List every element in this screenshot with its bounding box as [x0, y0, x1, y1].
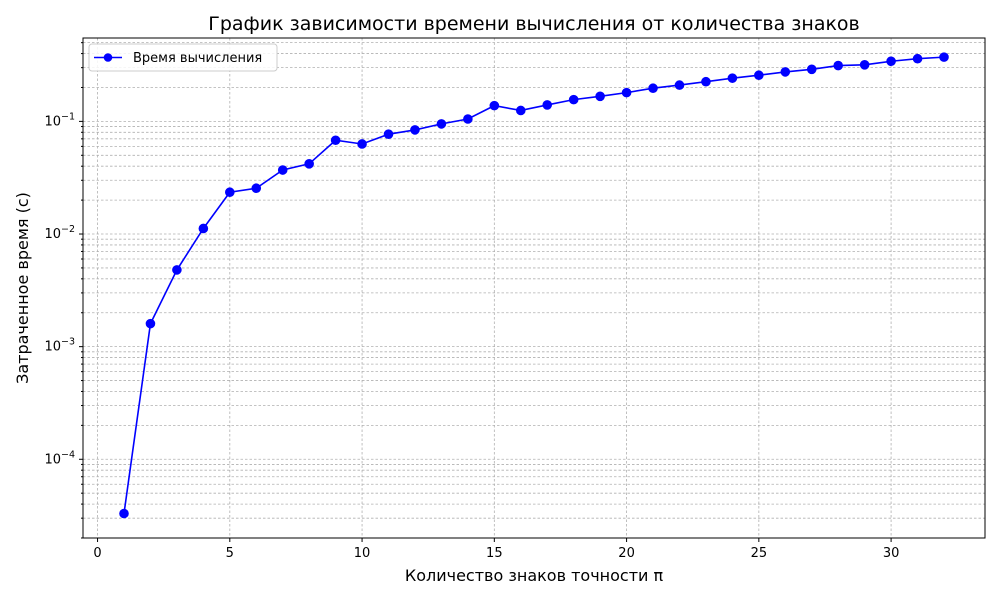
- data-point: [463, 114, 473, 124]
- x-tick-label: 5: [226, 546, 234, 561]
- data-point: [806, 64, 817, 75]
- y-axis: 10−4 10−3 10−2 10−1: [44, 42, 83, 539]
- data-point: [648, 83, 658, 94]
- data-point: [277, 165, 288, 175]
- data-point: [859, 59, 870, 70]
- x-axis: 0 5 10 15 20 25 30: [93, 538, 899, 561]
- y-tick-label: 10−3: [44, 337, 75, 355]
- data-point: [145, 318, 156, 329]
- y-tick-label: 10−2: [44, 224, 75, 242]
- data-point: [674, 80, 685, 90]
- data-point: [515, 105, 526, 116]
- data-point: [330, 135, 341, 146]
- data-point: [542, 100, 553, 110]
- data-point: [436, 119, 447, 129]
- x-tick-label: 30: [883, 546, 900, 561]
- y-axis-label: Затраченное время (с): [13, 192, 32, 384]
- x-axis-label: Количество знаков точности π: [405, 566, 664, 585]
- x-tick-label: 10: [354, 546, 371, 561]
- data-point: [701, 76, 711, 87]
- x-tick-label: 15: [486, 546, 503, 561]
- data-point: [780, 67, 791, 77]
- data-point: [383, 129, 394, 139]
- data-point: [754, 70, 764, 81]
- data-point: [568, 94, 579, 105]
- data-point: [410, 125, 420, 135]
- data-point: [489, 100, 500, 111]
- data-point: [886, 56, 896, 67]
- x-tick-label: 0: [93, 546, 101, 561]
- legend-box: [88, 43, 278, 72]
- series-layer: [119, 52, 949, 519]
- x-tick-label: 20: [618, 546, 635, 561]
- data-point: [912, 53, 923, 64]
- legend-marker: [103, 53, 113, 62]
- legend-label: Время вычисления: [133, 51, 262, 66]
- x-tick-label: 25: [751, 546, 768, 561]
- chart-title: График зависимости времени вычисления от…: [208, 13, 860, 35]
- y-tick-label: 10−1: [44, 111, 75, 129]
- data-point: [172, 265, 182, 275]
- data-point: [304, 159, 314, 169]
- data-point: [119, 508, 129, 519]
- legend: Время вычисления: [88, 43, 278, 72]
- data-point: [198, 223, 209, 234]
- data-point: [251, 183, 262, 194]
- plot-frame: [82, 37, 986, 539]
- data-point: [833, 60, 843, 71]
- data-point: [939, 52, 949, 62]
- data-point: [621, 87, 632, 98]
- data-point: [727, 73, 738, 83]
- y-tick-label: 10−4: [44, 449, 75, 467]
- data-point: [357, 139, 367, 149]
- data-point: [595, 91, 605, 102]
- data-point: [225, 187, 235, 198]
